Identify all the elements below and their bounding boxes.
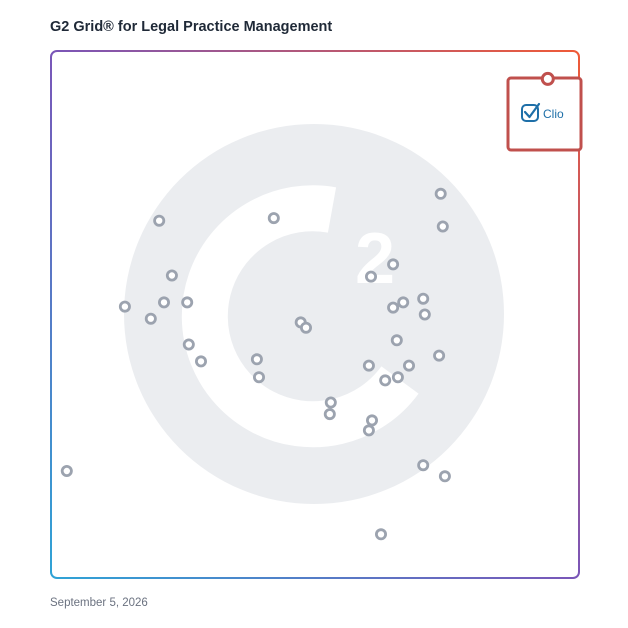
svg-text:2: 2 [355, 219, 395, 299]
data-point-3[interactable] [434, 187, 447, 200]
data-point-19[interactable] [194, 355, 207, 368]
data-point-17[interactable] [299, 321, 312, 334]
clio-label: Clio [543, 107, 564, 121]
data-point-33[interactable] [417, 459, 430, 472]
g2-watermark-icon: 2 [124, 124, 504, 504]
data-point-1[interactable] [153, 214, 166, 227]
report-date: September 5, 2026 [50, 597, 148, 609]
data-point-2[interactable] [267, 212, 280, 225]
data-point-28[interactable] [324, 396, 337, 409]
data-point-29[interactable] [323, 408, 336, 421]
data-point-20[interactable] [390, 334, 403, 347]
data-point-18[interactable] [182, 338, 195, 351]
data-point-25[interactable] [402, 359, 415, 372]
data-point-34[interactable] [438, 470, 451, 483]
data-points [60, 187, 451, 541]
data-point-13[interactable] [397, 296, 410, 309]
data-point-21[interactable] [433, 349, 446, 362]
data-point-23[interactable] [252, 371, 265, 384]
data-point-5[interactable] [165, 269, 178, 282]
data-point-22[interactable] [250, 353, 263, 366]
clio-point[interactable] [540, 71, 555, 86]
data-point-31[interactable] [362, 424, 375, 437]
data-point-32[interactable] [60, 464, 73, 477]
data-point-7[interactable] [157, 296, 170, 309]
data-point-27[interactable] [391, 371, 404, 384]
highlight-product[interactable]: Clio [506, 71, 583, 152]
data-point-12[interactable] [387, 301, 400, 314]
data-point-6[interactable] [118, 300, 131, 313]
data-point-15[interactable] [418, 308, 431, 321]
data-point-24[interactable] [362, 359, 375, 372]
data-point-9[interactable] [144, 312, 157, 325]
data-point-26[interactable] [379, 374, 392, 387]
data-point-11[interactable] [387, 258, 400, 271]
page-title: G2 Grid® for Legal Practice Management [50, 19, 333, 35]
data-point-35[interactable] [374, 528, 387, 541]
data-point-4[interactable] [436, 220, 449, 233]
data-point-8[interactable] [181, 296, 194, 309]
clio-check-icon [521, 102, 541, 122]
data-point-10[interactable] [364, 270, 377, 283]
data-point-30[interactable] [365, 414, 378, 427]
data-point-14[interactable] [417, 292, 430, 305]
